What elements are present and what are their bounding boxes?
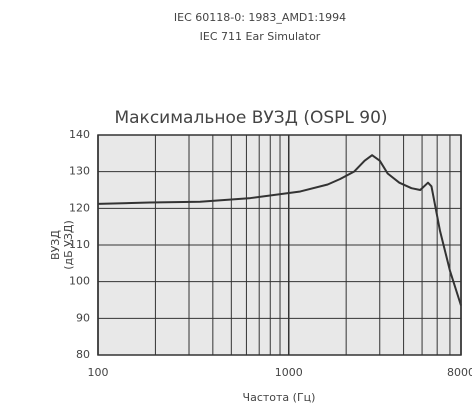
y-tick-label: 100 — [69, 275, 90, 288]
y-axis-label: ВУЗД — [49, 230, 62, 260]
subtitle: IEC 60118-0: 1983_AMD1:1994 — [174, 11, 346, 24]
y-tick-label: 120 — [69, 201, 90, 214]
plot-border — [97, 134, 462, 356]
y-tick-label: 140 — [69, 128, 90, 141]
chart-title: Максимальное ВУЗД (OSPL 90) — [114, 108, 387, 128]
x-axis-label: Частота (Гц) — [243, 391, 316, 404]
y-tick-label: 90 — [76, 311, 90, 324]
x-tick-label: 100 — [88, 366, 109, 379]
subtitle: IEC 711 Ear Simulator — [200, 30, 321, 43]
y-tick-label: 130 — [69, 165, 90, 178]
y-axis-label: (дБ УЗД) — [62, 220, 75, 270]
y-tick-label: 80 — [76, 348, 90, 361]
x-tick-label: 8000 — [447, 366, 472, 379]
x-tick-label: 1000 — [275, 366, 303, 379]
y-tick-label: 110 — [69, 238, 90, 251]
data-line — [97, 154, 462, 306]
